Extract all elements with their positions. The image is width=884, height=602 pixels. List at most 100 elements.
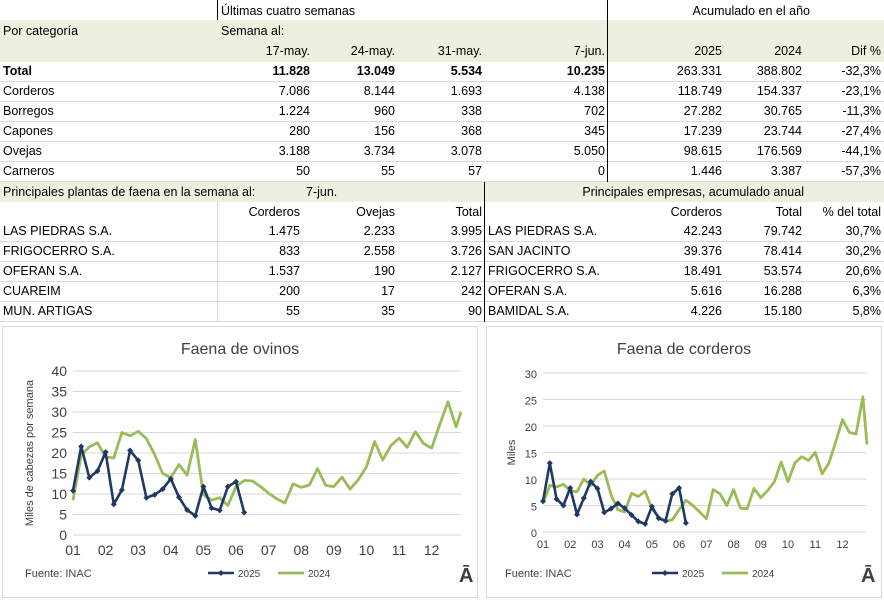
x-tick-label: 04 bbox=[619, 539, 631, 551]
category-week-value: 13.049 bbox=[356, 64, 395, 78]
y-tick-label: 15 bbox=[51, 466, 67, 482]
series-line-2024 bbox=[71, 400, 463, 507]
x-tick-label: 05 bbox=[196, 542, 212, 558]
company-value: 78.414 bbox=[763, 244, 802, 258]
header-band bbox=[0, 20, 884, 62]
data-point bbox=[580, 495, 587, 502]
legend-label-2025: 2025 bbox=[238, 569, 261, 580]
category-name: Borregos bbox=[3, 104, 54, 118]
data-point bbox=[594, 485, 601, 492]
plant-value: 2.558 bbox=[363, 244, 395, 258]
row-divider bbox=[0, 161, 884, 162]
company-value: 30,2% bbox=[845, 244, 881, 258]
category-week-value: 0 bbox=[598, 164, 605, 178]
row-divider bbox=[0, 121, 884, 122]
category-week-value: 8.144 bbox=[363, 84, 395, 98]
plant-value: 1.475 bbox=[268, 224, 300, 238]
data-point bbox=[648, 503, 655, 510]
data-point bbox=[167, 475, 174, 482]
legend-label-2024: 2024 bbox=[752, 569, 775, 580]
category-2025: 1.446 bbox=[690, 164, 722, 178]
x-tick-label: 09 bbox=[326, 542, 342, 558]
x-tick-label: 06 bbox=[228, 542, 244, 558]
companies-col: Corderos bbox=[670, 205, 722, 219]
data-point bbox=[175, 494, 182, 501]
source-note: Fuente: INAC bbox=[25, 568, 92, 580]
category-2024: 3.387 bbox=[770, 164, 802, 178]
data-point bbox=[70, 487, 76, 494]
divider bbox=[607, 0, 608, 182]
category-dif: -23,1% bbox=[841, 84, 881, 98]
category-week-value: 3.188 bbox=[278, 144, 310, 158]
x-tick-label: 12 bbox=[836, 539, 848, 551]
x-tick-label: 07 bbox=[700, 539, 712, 551]
plant-value: 833 bbox=[279, 244, 300, 258]
category-week-value: 4.138 bbox=[573, 84, 605, 98]
data-point bbox=[233, 478, 240, 485]
plant-value: 200 bbox=[279, 284, 300, 298]
row-divider bbox=[0, 241, 884, 242]
category-week-value: 702 bbox=[584, 104, 605, 118]
data-point bbox=[127, 447, 134, 454]
plants-col: Total bbox=[455, 205, 482, 219]
data-point bbox=[200, 483, 207, 490]
company-value: 6,3% bbox=[852, 284, 882, 298]
company-value: 16.288 bbox=[763, 284, 802, 298]
y-tick-label: 25 bbox=[525, 396, 537, 408]
x-tick-label: 09 bbox=[755, 539, 767, 551]
data-point bbox=[224, 483, 231, 490]
category-name: Corderos bbox=[3, 84, 55, 98]
row-divider bbox=[0, 81, 884, 82]
plants-col: Corderos bbox=[248, 205, 300, 219]
data-point bbox=[553, 496, 560, 503]
plants-week: 7-jun. bbox=[306, 185, 338, 199]
plant-name: MUN. ARTIGAS bbox=[3, 304, 93, 318]
category-week-value: 280 bbox=[289, 124, 310, 138]
y-tick-label: 10 bbox=[525, 475, 537, 487]
row-divider bbox=[0, 281, 884, 282]
row-divider bbox=[0, 101, 884, 102]
x-tick-label: 02 bbox=[564, 539, 576, 551]
x-tick-label: 02 bbox=[98, 542, 114, 558]
x-tick-label: 05 bbox=[646, 539, 658, 551]
data-point bbox=[110, 501, 117, 508]
plant-value: 242 bbox=[461, 284, 482, 298]
y-tick-label: 10 bbox=[51, 486, 67, 502]
company-value: 4.226 bbox=[690, 304, 722, 318]
data-point bbox=[86, 474, 93, 481]
x-tick-label: 01 bbox=[65, 542, 81, 558]
plant-value: 17 bbox=[381, 284, 395, 298]
company-value: 5.616 bbox=[690, 284, 722, 298]
data-point bbox=[655, 515, 662, 522]
y-tick-label: 0 bbox=[531, 528, 537, 540]
plant-value: 3.726 bbox=[450, 244, 482, 258]
plant-value: 55 bbox=[286, 304, 300, 318]
y-tick-label: 20 bbox=[525, 422, 537, 434]
plant-name: FRIGOCERRO S.A. bbox=[3, 244, 115, 258]
x-tick-label: 10 bbox=[359, 542, 375, 558]
data-point bbox=[546, 460, 553, 467]
data-point bbox=[560, 502, 567, 509]
row-divider bbox=[0, 321, 884, 322]
category-dif: -44,1% bbox=[841, 144, 881, 158]
x-tick-label: 06 bbox=[673, 539, 685, 551]
data-point bbox=[118, 486, 125, 493]
company-value: 20,6% bbox=[845, 264, 881, 278]
data-point bbox=[143, 494, 150, 501]
inac-logo: Ā bbox=[861, 565, 875, 587]
data-point bbox=[621, 505, 628, 512]
legend-label-2025: 2025 bbox=[682, 569, 705, 580]
x-tick-label: 12 bbox=[424, 542, 440, 558]
category-2024: 30.765 bbox=[763, 104, 802, 118]
data-point bbox=[676, 485, 683, 492]
data-point bbox=[94, 468, 101, 475]
year-header: 2025 bbox=[694, 44, 722, 58]
category-dif: -32,3% bbox=[841, 64, 881, 78]
series-line-2025 bbox=[541, 461, 688, 526]
data-point bbox=[78, 443, 85, 450]
y-tick-label: 40 bbox=[51, 363, 67, 379]
data-point bbox=[635, 518, 642, 525]
chart-title: Faena de ovinos bbox=[180, 341, 300, 358]
x-tick-label: 08 bbox=[727, 539, 739, 551]
